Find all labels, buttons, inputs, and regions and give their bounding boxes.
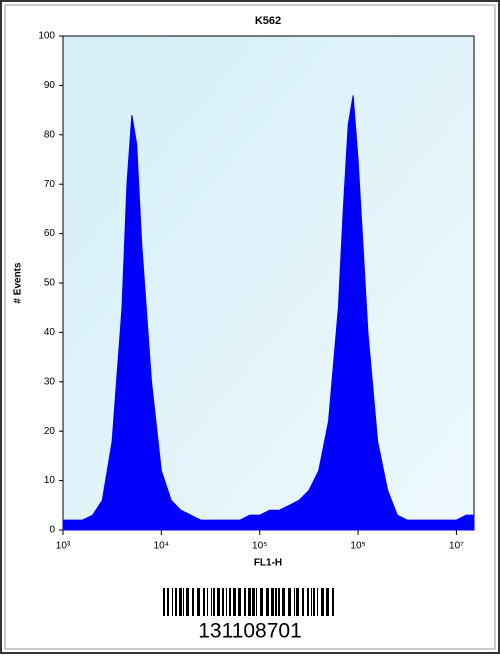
barcode-bar — [321, 588, 324, 616]
barcode-bar — [244, 588, 246, 616]
y-axis-label: # Events — [13, 262, 24, 304]
y-tick-label: 70 — [44, 179, 56, 190]
barcode-bar — [163, 588, 165, 616]
barcode-bar — [288, 588, 291, 616]
barcode-bar — [252, 588, 255, 616]
x-axis-label: FL1-H — [254, 558, 282, 569]
barcode-bar — [282, 588, 285, 616]
barcode-bar — [197, 588, 200, 616]
barcode-bar — [179, 588, 182, 616]
barcode-bar — [311, 588, 312, 616]
barcode-bar — [332, 588, 334, 616]
barcode-bar — [238, 588, 241, 616]
barcode-bar — [275, 588, 277, 616]
y-tick-label: 80 — [44, 129, 56, 140]
barcode-bar — [226, 588, 227, 616]
x-tick-label: 10⁷ — [449, 541, 464, 552]
barcode-bar — [211, 588, 212, 616]
barcode-bar — [233, 588, 236, 616]
y-tick-label: 100 — [38, 31, 55, 42]
y-tick-label: 60 — [44, 228, 56, 239]
barcode-bar — [175, 588, 177, 616]
y-tick-label: 10 — [44, 475, 56, 486]
barcode-bar — [266, 588, 269, 616]
barcode-bar — [217, 588, 220, 616]
barcode-bar — [167, 588, 169, 616]
barcode-bar — [172, 588, 173, 616]
barcode-bar — [296, 588, 299, 616]
barcode-bar — [256, 588, 257, 616]
barcode-bar — [222, 588, 224, 616]
barcode-bar — [203, 588, 205, 616]
barcode-bar — [213, 588, 215, 616]
barcode-bar — [183, 588, 184, 616]
barcode-text: 131108701 — [198, 620, 302, 643]
x-tick-label: 10³ — [56, 541, 71, 552]
barcode-bar — [313, 588, 315, 616]
barcode-bar — [260, 588, 263, 616]
x-tick-label: 10⁵ — [252, 541, 267, 552]
barcode-bar — [271, 588, 274, 616]
y-tick-label: 20 — [44, 426, 56, 437]
barcode-bar — [186, 588, 189, 616]
histogram-area — [62, 95, 475, 531]
barcode-bar — [317, 588, 318, 616]
x-tick-label: 10⁵ — [350, 541, 365, 552]
x-tick-label: 10⁴ — [154, 541, 169, 552]
y-tick-label: 0 — [49, 525, 55, 536]
y-tick-label: 90 — [44, 80, 56, 91]
y-tick-label: 40 — [44, 327, 56, 338]
barcode — [163, 588, 334, 616]
y-tick-label: 30 — [44, 376, 56, 387]
inner-frame — [4, 4, 496, 650]
barcode-bar — [278, 588, 280, 616]
barcode-bar — [294, 588, 295, 616]
barcode-bar — [326, 588, 329, 616]
barcode-bar — [192, 588, 194, 616]
barcode-bar — [229, 588, 231, 616]
barcode-bar — [302, 588, 304, 616]
barcode-bar — [248, 588, 251, 616]
y-tick-label: 50 — [44, 278, 56, 289]
chart-title: K562 — [255, 15, 281, 27]
barcode-bar — [307, 588, 309, 616]
barcode-bar — [207, 588, 208, 616]
